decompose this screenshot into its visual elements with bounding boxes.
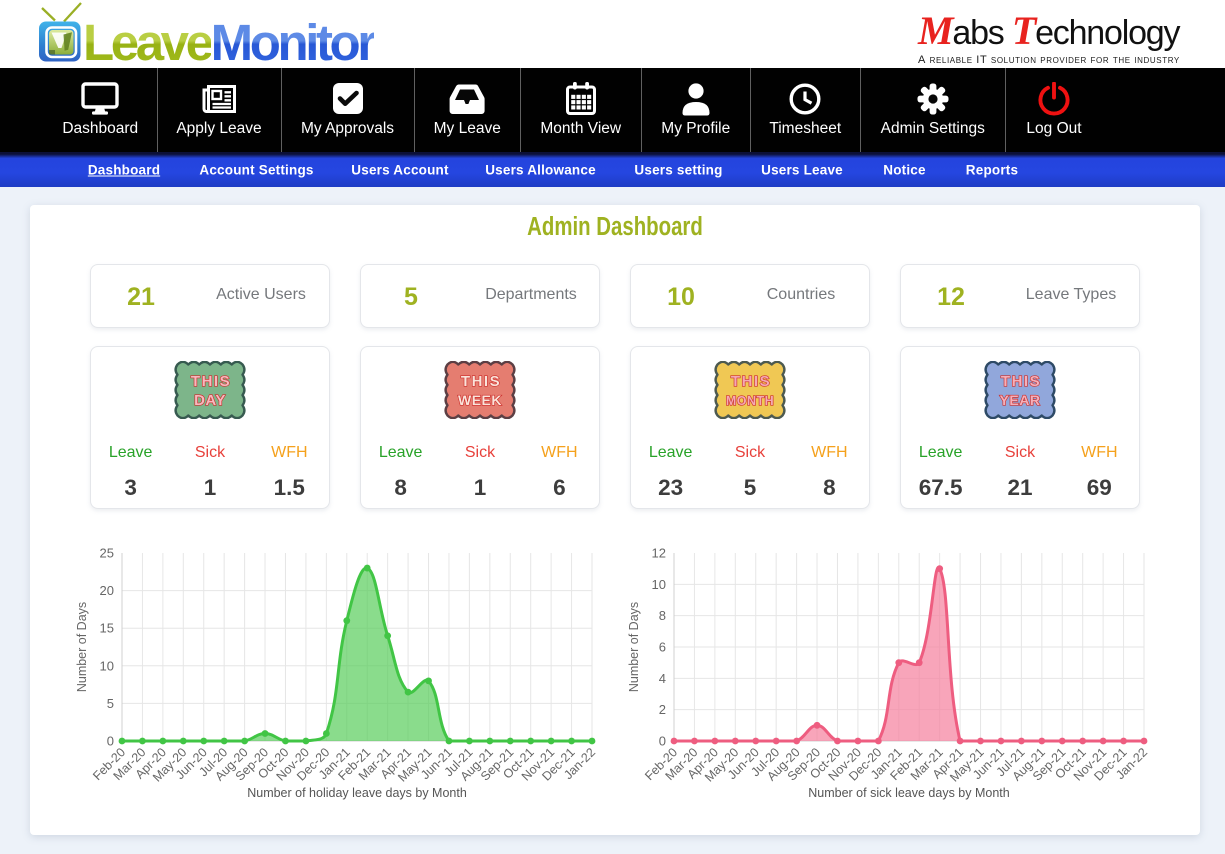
svg-text:YEAR: YEAR <box>1000 392 1041 408</box>
svg-text:Number of holiday leave days b: Number of holiday leave days by Month <box>247 786 467 800</box>
svg-text:5: 5 <box>107 696 114 711</box>
svg-text:2: 2 <box>659 702 666 717</box>
svg-text:8: 8 <box>659 608 666 623</box>
svg-text:0: 0 <box>107 734 114 749</box>
svg-text:15: 15 <box>100 621 114 636</box>
svg-text:20: 20 <box>100 583 114 598</box>
svg-text:THIS: THIS <box>191 373 231 390</box>
svg-text:MONTH: MONTH <box>726 394 774 408</box>
svg-text:12: 12 <box>652 546 666 561</box>
svg-text:Number of Days: Number of Days <box>75 602 89 692</box>
svg-text:10: 10 <box>100 658 114 673</box>
svg-text:10: 10 <box>652 577 666 592</box>
svg-text:Number of sick leave days by M: Number of sick leave days by Month <box>808 786 1010 800</box>
svg-text:THIS: THIS <box>461 373 501 390</box>
svg-text:DAY: DAY <box>194 392 226 409</box>
svg-text:WEEK: WEEK <box>458 392 502 408</box>
svg-text:6: 6 <box>659 640 666 655</box>
svg-text:THIS: THIS <box>731 373 771 390</box>
svg-text:25: 25 <box>100 546 114 561</box>
svg-text:4: 4 <box>659 671 666 686</box>
svg-text:THIS: THIS <box>1001 373 1041 390</box>
svg-text:Number of Days: Number of Days <box>627 602 641 692</box>
svg-text:0: 0 <box>659 734 666 749</box>
